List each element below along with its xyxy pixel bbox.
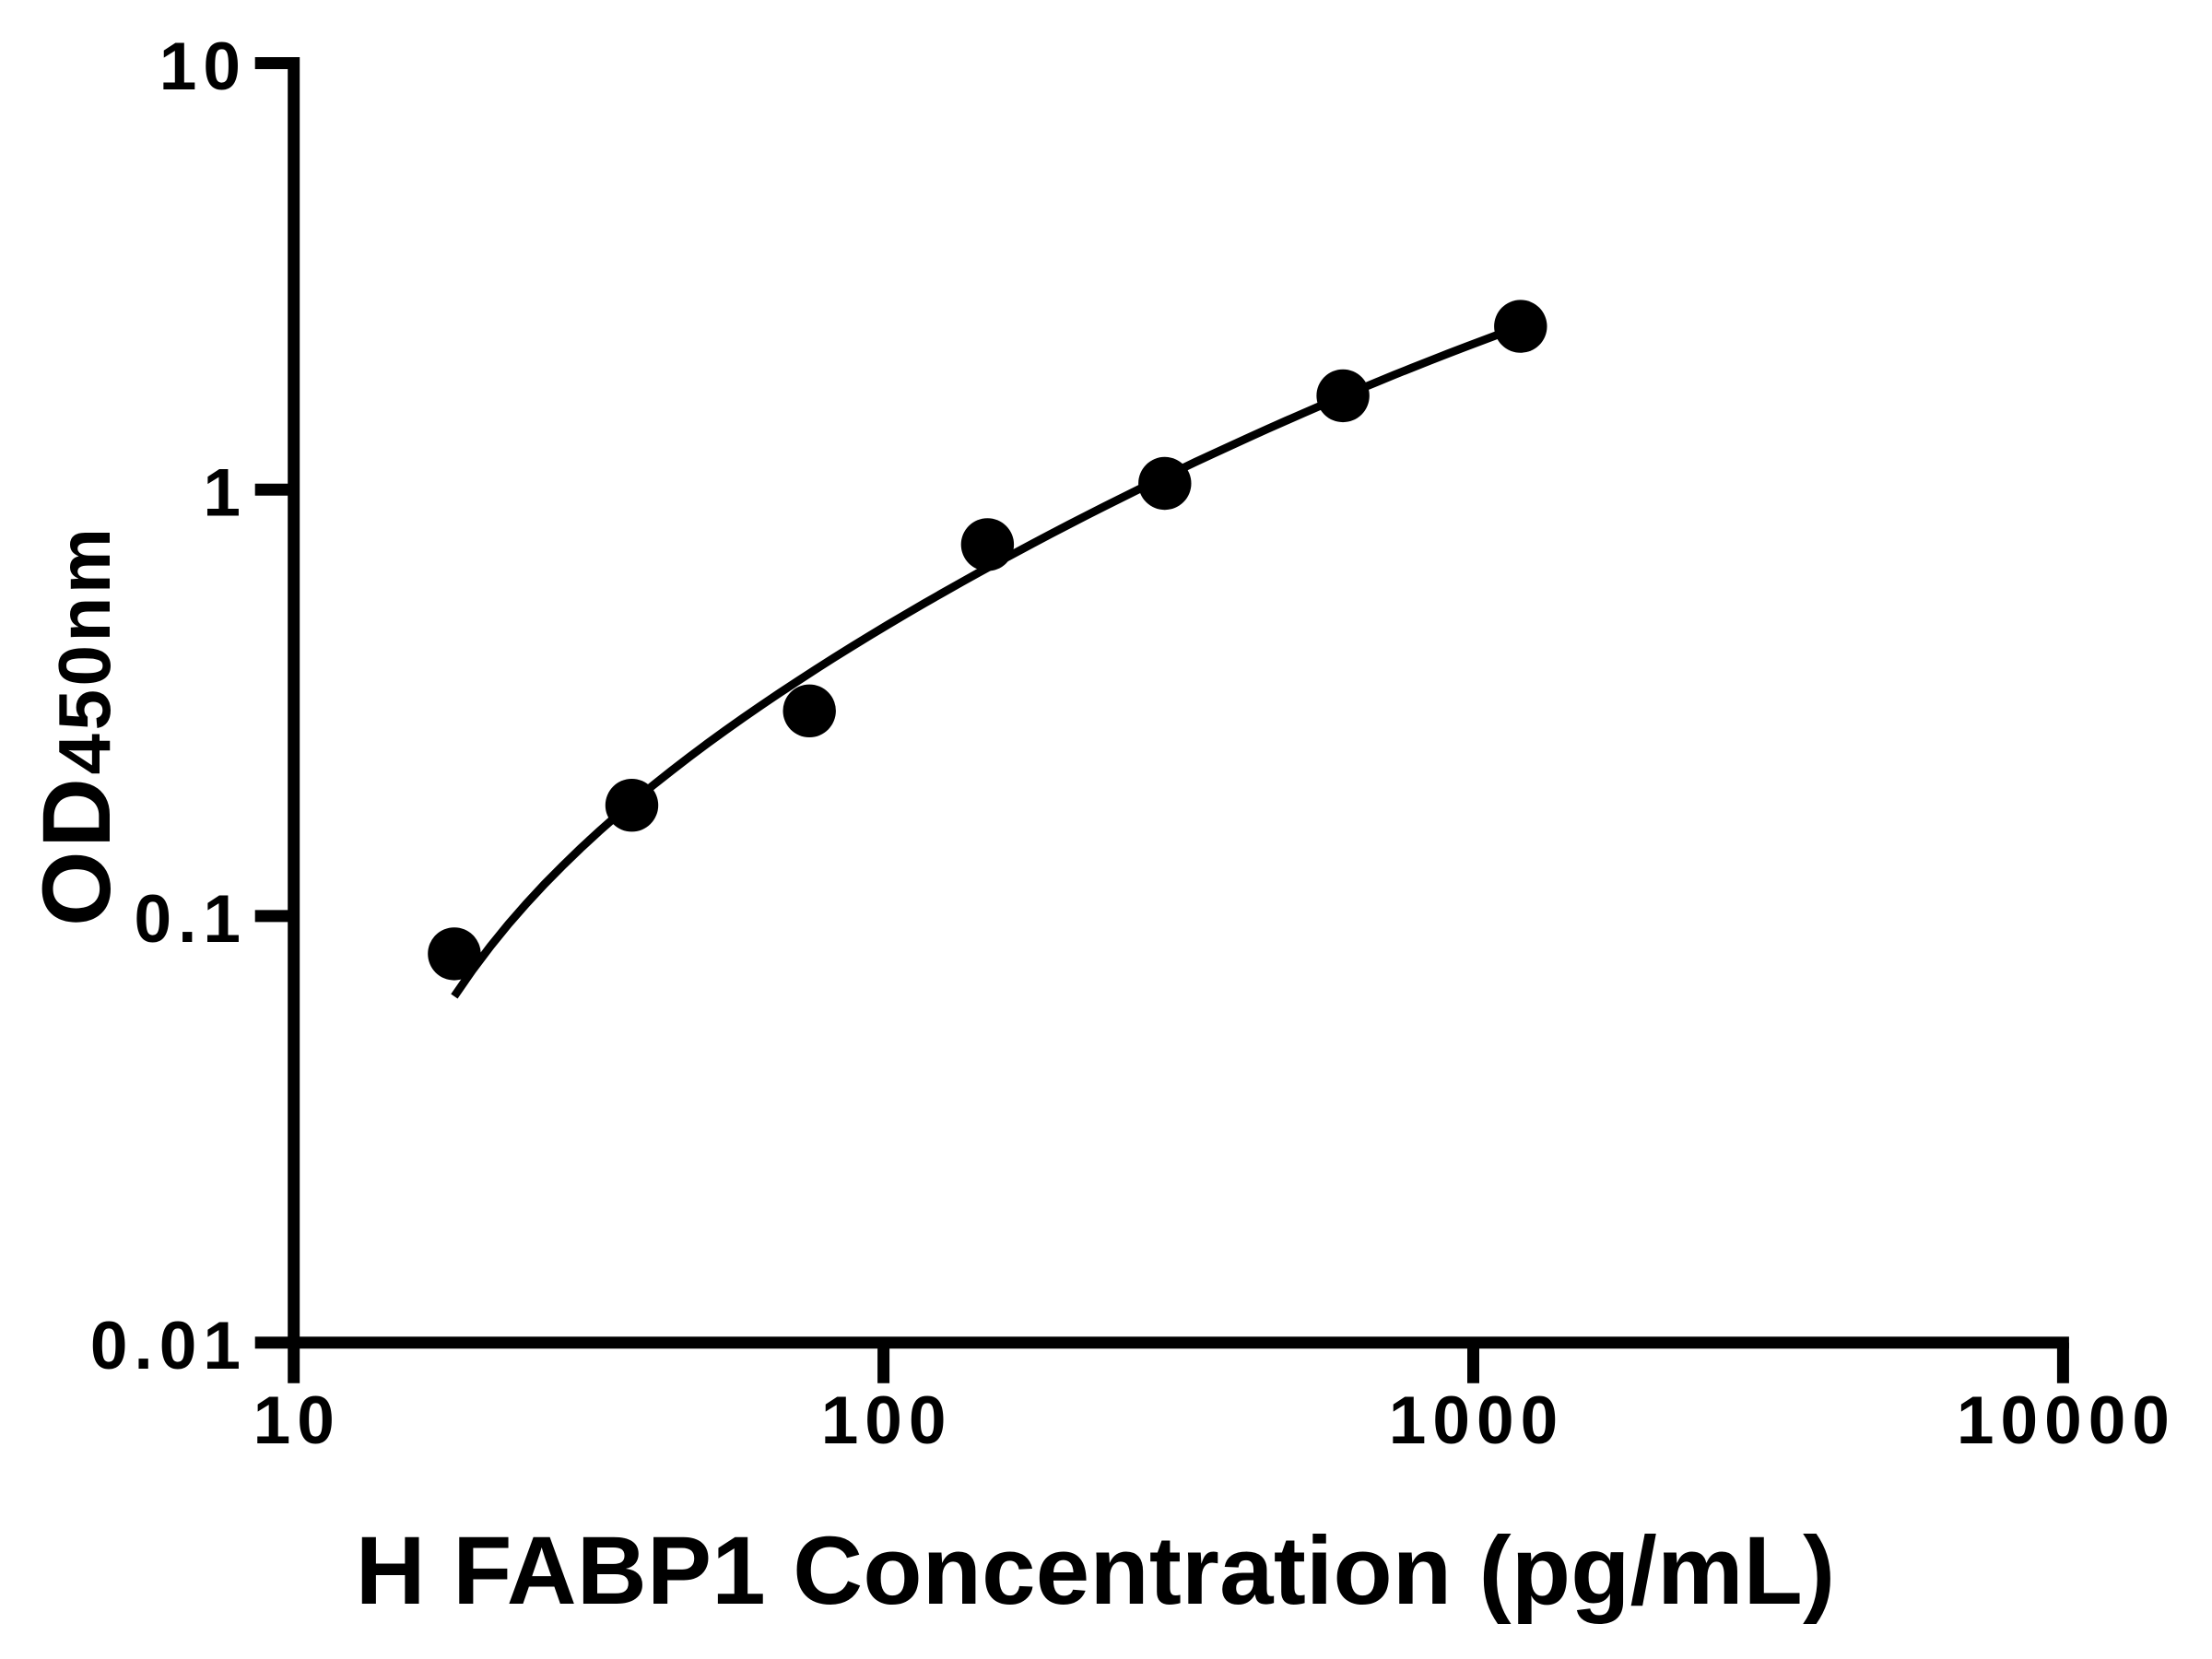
svg-text:1000: 1000 <box>1389 1383 1564 1458</box>
svg-text:10000: 10000 <box>1957 1383 2176 1458</box>
svg-text:0.1: 0.1 <box>135 882 247 957</box>
svg-text:H FABP1 Concentration (pg/mL): H FABP1 Concentration (pg/mL) <box>356 1517 1836 1625</box>
svg-text:100: 100 <box>821 1383 953 1458</box>
svg-text:OD450nm: OD450nm <box>23 525 131 926</box>
svg-text:0.01: 0.01 <box>90 1309 247 1383</box>
svg-text:10: 10 <box>253 1383 341 1458</box>
svg-text:1: 1 <box>203 456 247 531</box>
svg-text:10: 10 <box>159 29 247 104</box>
